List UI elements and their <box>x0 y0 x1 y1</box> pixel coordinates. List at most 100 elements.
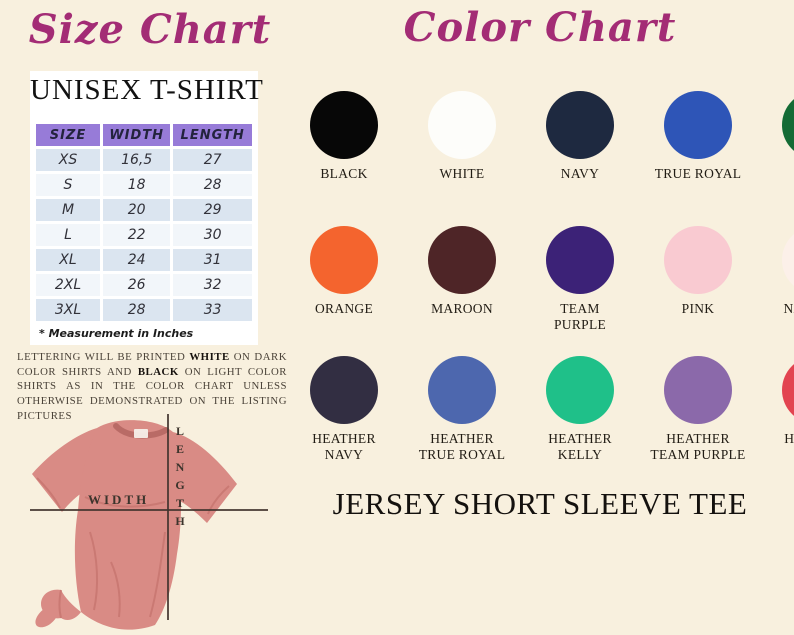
column-header-width: WIDTH <box>103 124 171 146</box>
length-cell: 33 <box>173 299 252 321</box>
swatch-label: HEATHER TRUE ROYAL <box>403 431 521 463</box>
swatch-label-line: TEAM <box>560 301 600 316</box>
size-row-3xl: 3XL 28 33 <box>36 299 252 321</box>
swatch-label-line: TRUE ROYAL <box>654 166 742 181</box>
color-swatch-true-royal: TRUE ROYAL <box>639 91 757 182</box>
size-cell: M <box>36 199 100 221</box>
length-cell: 28 <box>173 174 252 196</box>
length-cell: 32 <box>173 274 252 296</box>
product-name-heading: JERSEY SHORT SLEEVE TEE <box>332 486 748 521</box>
fabric-folds <box>36 477 230 619</box>
size-cell: XL <box>36 249 100 271</box>
color-swatch-team-purple: TEAM PURPLE <box>521 226 639 333</box>
swatch-label: BLACK <box>285 166 403 182</box>
size-row-m: M 20 29 <box>36 199 252 221</box>
column-header-length: LENGTH <box>173 124 252 146</box>
swatch-label: HEATHER NAVY <box>285 431 403 463</box>
swatch-circle <box>428 356 496 424</box>
swatch-label-line: HEATHER <box>430 431 494 446</box>
swatch-label: NAVY <box>521 166 639 182</box>
swatch-label-line: BLACK <box>320 166 368 181</box>
width-measure-line <box>30 509 268 511</box>
width-cell: 26 <box>103 274 171 296</box>
print-note-text: ON DARK COLOR SHIRTS AND <box>17 351 287 378</box>
swatch-label: TEAM PURPLE <box>521 301 639 333</box>
width-cell: 16,5 <box>103 149 171 171</box>
length-cell: 30 <box>173 224 252 246</box>
swatch-circle <box>664 226 732 294</box>
swatch-circle <box>428 91 496 159</box>
swatch-label-line: TRUE ROYAL <box>418 447 506 463</box>
size-cell: L <box>36 224 100 246</box>
size-row-xl: XL 24 31 <box>36 249 252 271</box>
swatch-label: TRUE ROYAL <box>639 166 757 182</box>
color-swatch-black: BLACK <box>285 91 403 182</box>
swatch-circle <box>782 91 794 159</box>
length-cell: 29 <box>173 199 252 221</box>
swatch-label-line: MAROON <box>431 301 493 316</box>
swatch-label-line: NATURAL <box>783 301 794 316</box>
color-swatch-white: WHITE <box>403 91 521 182</box>
swatch-label: MAROON <box>403 301 521 317</box>
swatch-label-line: NAVY <box>324 447 364 463</box>
swatch-label-line: WHITE <box>439 166 485 181</box>
color-swatch-maroon: MAROON <box>403 226 521 333</box>
color-swatch-orange: ORANGE <box>285 226 403 333</box>
swatch-circle <box>310 356 378 424</box>
width-cell: 20 <box>103 199 171 221</box>
color-row-3: HEATHER NAVY HEATHER TRUE ROYAL HEATHER … <box>285 356 794 463</box>
color-swatch-pink: PINK <box>639 226 757 333</box>
size-table-header-row: SIZE WIDTH LENGTH <box>36 124 252 146</box>
swatch-circle <box>782 226 794 294</box>
size-chart-title: Size Chart <box>28 6 272 53</box>
size-table: SIZE WIDTH LENGTH XS 16,5 27 S 18 28 M <box>33 121 255 324</box>
swatch-label-line: HEATHER <box>548 431 612 446</box>
column-header-size: SIZE <box>36 124 100 146</box>
swatch-label-line: HEATHER <box>784 431 794 446</box>
width-cell: 28 <box>103 299 171 321</box>
print-note-white: WHITE <box>189 351 230 363</box>
color-swatch-navy: NAVY <box>521 91 639 182</box>
swatch-label: HEATHER RED <box>757 431 794 463</box>
swatch-label-line: TEAM PURPLE <box>650 447 746 463</box>
color-swatch-natural: NATURAL <box>757 226 794 333</box>
swatch-circle <box>664 356 732 424</box>
swatch-circle <box>546 356 614 424</box>
measurement-footnote: * Measurement in Inches <box>39 327 194 340</box>
color-swatch-kelly: KELLY <box>757 91 794 182</box>
color-swatch-heather-kelly: HEATHER KELLY <box>521 356 639 463</box>
size-row-2xl: 2XL 26 32 <box>36 274 252 296</box>
length-cell: 31 <box>173 249 252 271</box>
swatch-label-line: RED <box>757 447 794 463</box>
size-chart-card: UNISEX T-SHIRT SIZE WIDTH LENGTH XS 16,5… <box>30 71 263 345</box>
swatch-label: KELLY <box>757 166 794 182</box>
swatch-label-line: HEATHER <box>312 431 376 446</box>
swatch-circle <box>664 91 732 159</box>
swatch-label-line: HEATHER <box>666 431 730 446</box>
swatch-circle <box>546 91 614 159</box>
color-row-2: ORANGE MAROON TEAM PURPLE PINK <box>285 226 794 333</box>
color-chart-title: Color Chart <box>403 4 677 51</box>
width-cell: 22 <box>103 224 171 246</box>
size-cell: 2XL <box>36 274 100 296</box>
swatch-label-line: KELLY <box>757 166 794 182</box>
swatch-label: WHITE <box>403 166 521 182</box>
swatch-circle <box>546 226 614 294</box>
print-note-black: BLACK <box>137 365 179 378</box>
size-cell: XS <box>36 149 100 171</box>
width-cell: 18 <box>103 174 171 196</box>
swatch-label: ORANGE <box>285 301 403 317</box>
length-label: LENGTH <box>173 424 187 532</box>
swatch-label-line: ORANGE <box>314 301 374 316</box>
swatch-label: PINK <box>639 301 757 317</box>
color-swatch-heather-team-purple: HEATHER TEAM PURPLE <box>639 356 757 463</box>
swatch-circle <box>310 226 378 294</box>
size-cell: 3XL <box>36 299 100 321</box>
length-cell: 27 <box>173 149 252 171</box>
print-note-text: ON LIGHT COLOR SHIRTS AS IN THE COLOR CH… <box>17 365 287 422</box>
swatch-label: NATURAL <box>757 301 794 317</box>
color-row-1: BLACK WHITE NAVY TRUE ROYAL <box>285 91 794 182</box>
swatch-label-line: PURPLE <box>553 317 607 333</box>
collar-tag <box>134 429 148 438</box>
